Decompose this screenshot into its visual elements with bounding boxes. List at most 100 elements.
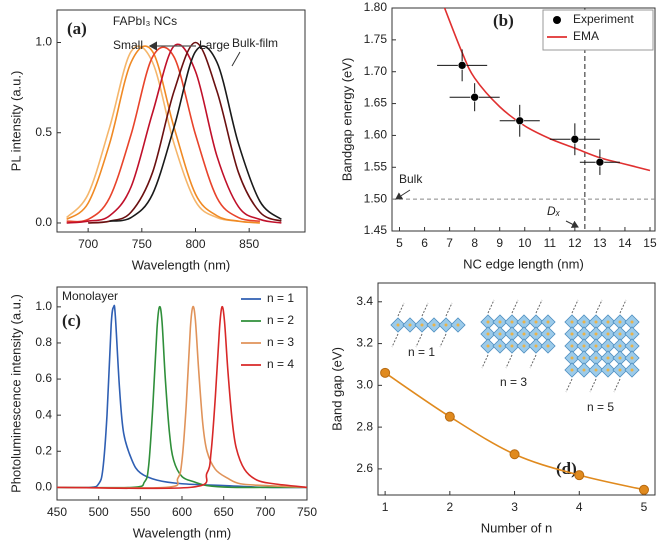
x-tick-label: 4 bbox=[576, 500, 583, 514]
data-line bbox=[66, 45, 239, 222]
ligand bbox=[487, 299, 495, 314]
atom bbox=[594, 356, 598, 360]
atom bbox=[498, 344, 502, 348]
x-tick-label: 12 bbox=[568, 236, 582, 250]
x-tick-label: 8 bbox=[471, 236, 478, 250]
data-point bbox=[595, 157, 605, 167]
data-point bbox=[444, 411, 455, 422]
x-tick-label: 450 bbox=[47, 505, 67, 519]
y-tick-label: 1.50 bbox=[364, 191, 388, 205]
atom bbox=[618, 332, 622, 336]
y-tick-label: 2.6 bbox=[356, 461, 373, 475]
data-line bbox=[443, 8, 651, 172]
atom bbox=[522, 344, 526, 348]
ligand bbox=[571, 299, 579, 314]
ligand bbox=[397, 302, 405, 317]
x-tick-label: 700 bbox=[78, 237, 98, 251]
legend-box bbox=[542, 9, 654, 51]
x-tick-label: 15 bbox=[643, 236, 657, 250]
x-tick-label: 10 bbox=[518, 236, 532, 250]
annotation: n = 3 bbox=[500, 375, 527, 389]
atom bbox=[630, 344, 634, 348]
atom bbox=[606, 368, 610, 372]
annotation: n = 1 bbox=[408, 345, 435, 359]
panel-label: (a) bbox=[67, 19, 87, 38]
atom bbox=[534, 320, 538, 324]
data-line bbox=[57, 305, 307, 489]
panel-label: (d) bbox=[556, 459, 577, 478]
data-point bbox=[638, 484, 649, 495]
x-tick-label: 3 bbox=[511, 500, 518, 514]
atom bbox=[618, 368, 622, 372]
legend-label: n = 4 bbox=[267, 357, 294, 371]
annotation: Bulk bbox=[399, 172, 423, 186]
structure-inset bbox=[480, 299, 556, 369]
y-tick-label: 3.4 bbox=[356, 294, 373, 308]
data-line bbox=[66, 46, 261, 223]
atom bbox=[408, 323, 412, 327]
atom bbox=[534, 344, 538, 348]
x-tick-label: 13 bbox=[593, 236, 607, 250]
atom bbox=[582, 356, 586, 360]
atom bbox=[396, 323, 400, 327]
y-tick-label: 3.0 bbox=[356, 378, 373, 392]
x-tick-label: 6 bbox=[421, 236, 428, 250]
atom bbox=[486, 332, 490, 336]
ligand bbox=[391, 333, 399, 348]
x-axis-title: Number of n bbox=[481, 520, 553, 535]
annotation: Bulk-film bbox=[232, 36, 278, 50]
atom bbox=[456, 323, 460, 327]
y-tick-label: 1.70 bbox=[364, 64, 388, 78]
x-tick-label: 500 bbox=[89, 505, 109, 519]
x-tick-label: 700 bbox=[255, 505, 275, 519]
data-point bbox=[380, 367, 391, 378]
annotation: FAPbI₃ NCs bbox=[113, 14, 177, 28]
y-tick-label: 1.65 bbox=[364, 96, 388, 110]
ligand bbox=[421, 302, 429, 317]
annotation: Dₓ bbox=[547, 204, 561, 218]
data-point bbox=[509, 449, 520, 460]
x-tick-label: 800 bbox=[185, 237, 205, 251]
y-tick-label: 1.60 bbox=[364, 128, 388, 142]
x-tick-label: 2 bbox=[446, 500, 453, 514]
data-line bbox=[57, 304, 307, 489]
ligand bbox=[595, 299, 603, 314]
x-tick-label: 14 bbox=[618, 236, 632, 250]
annotation: Small bbox=[113, 38, 143, 52]
y-tick-label: 1.55 bbox=[364, 159, 388, 173]
y-axis-title: Band gap (eV) bbox=[329, 347, 344, 431]
arrow bbox=[565, 220, 579, 228]
ligand bbox=[529, 354, 537, 369]
data-point bbox=[457, 61, 467, 70]
y-tick-label: 3.2 bbox=[356, 336, 373, 350]
atom bbox=[582, 368, 586, 372]
atom bbox=[546, 332, 550, 336]
atom bbox=[618, 356, 622, 360]
x-tick-label: 11 bbox=[544, 236, 557, 250]
x-tick-label: 650 bbox=[214, 505, 234, 519]
annotation: Monolayer bbox=[62, 289, 118, 303]
pointer bbox=[231, 51, 241, 67]
data-point bbox=[570, 134, 580, 144]
atom bbox=[570, 368, 574, 372]
atom bbox=[630, 368, 634, 372]
x-tick-label: 9 bbox=[496, 236, 503, 250]
ligand bbox=[535, 299, 543, 314]
y-tick-label: 0.4 bbox=[35, 407, 52, 421]
ligand bbox=[445, 302, 453, 317]
atom bbox=[522, 332, 526, 336]
arrow bbox=[395, 189, 411, 200]
x-tick-label: 7 bbox=[446, 236, 453, 250]
atom bbox=[594, 368, 598, 372]
x-tick-label: 1 bbox=[382, 500, 389, 514]
atom bbox=[546, 344, 550, 348]
x-tick-label: 5 bbox=[396, 236, 403, 250]
y-tick-label: 0.2 bbox=[35, 443, 52, 457]
y-axis-title: PL intensity (a.u.) bbox=[8, 71, 23, 172]
atom bbox=[606, 320, 610, 324]
atom bbox=[498, 332, 502, 336]
y-tick-label: 0.5 bbox=[35, 125, 52, 139]
ligand bbox=[619, 299, 627, 314]
x-tick-label: 5 bbox=[641, 500, 648, 514]
